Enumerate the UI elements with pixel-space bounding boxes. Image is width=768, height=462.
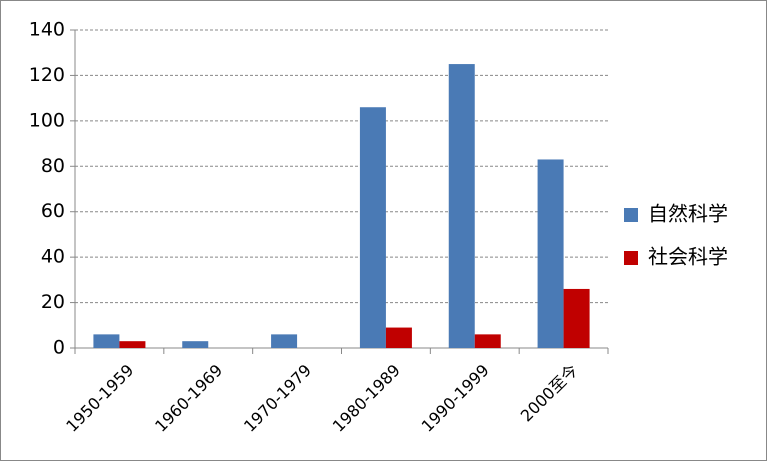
legend-label: 社会科学 bbox=[648, 245, 728, 269]
legend-swatch bbox=[624, 208, 638, 222]
y-tick-label: 60 bbox=[41, 200, 65, 222]
bar bbox=[93, 334, 120, 348]
y-tick-label: 40 bbox=[41, 246, 65, 268]
y-tick-label: 120 bbox=[29, 64, 65, 86]
legend-label: 自然科学 bbox=[648, 202, 728, 226]
bar bbox=[537, 159, 564, 348]
bar bbox=[474, 334, 501, 348]
bar bbox=[182, 341, 209, 348]
y-tick-label: 100 bbox=[29, 109, 65, 131]
bar bbox=[271, 334, 298, 348]
y-tick-label: 20 bbox=[41, 291, 65, 313]
bar bbox=[385, 327, 412, 348]
bar bbox=[563, 288, 590, 348]
legend-swatch bbox=[624, 251, 638, 265]
bar bbox=[448, 64, 475, 349]
bar bbox=[119, 341, 146, 348]
bar bbox=[359, 107, 386, 348]
y-tick-label: 0 bbox=[53, 337, 65, 359]
y-tick-label: 140 bbox=[29, 19, 65, 41]
y-tick-label: 80 bbox=[41, 155, 65, 177]
